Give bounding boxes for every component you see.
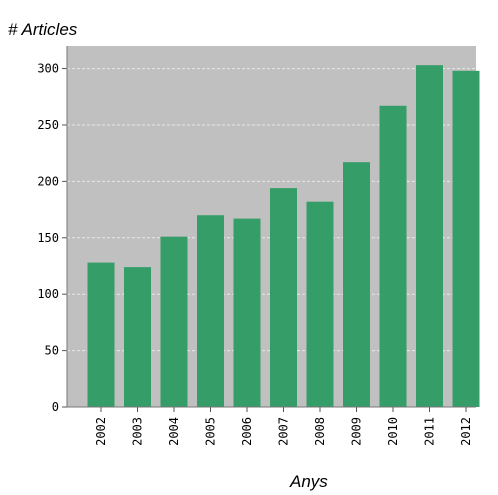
x-tick-label: 2006 [240,417,254,446]
x-tick-label: 2008 [313,417,327,446]
y-tick-label: 0 [52,400,59,414]
bar-2002 [87,262,115,407]
x-axis: 2002 2003 2004 2005 2006 2007 2008 2009 2010 2011… [67,406,476,446]
x-tick-label: 2011 [423,417,437,446]
bar-2012 [452,70,480,407]
x-tick-label: 2010 [386,417,400,446]
gridlines [67,68,476,352]
x-tick-label: 2004 [167,417,181,446]
bar-2010 [379,105,407,408]
x-tick-label: 2003 [131,417,145,446]
y-tick-label: 100 [37,287,59,301]
x-axis-title: Anys [289,472,328,491]
bar-2004 [160,236,188,407]
bar-2008 [306,201,334,407]
x-tick-label: 2007 [277,417,291,446]
y-tick-label: 150 [37,231,59,245]
bars [87,65,480,408]
bar-2005 [197,215,224,407]
bar-2006 [233,218,261,407]
x-tick-label: 2005 [204,417,218,446]
y-tick-label: 250 [37,118,59,132]
y-tick-label: 200 [37,174,59,188]
x-tick-label: 2012 [459,417,473,446]
y-axis-title: # Articles [8,20,78,39]
bar-2011 [416,65,443,407]
x-tick-label: 2002 [94,417,108,446]
bar-2009 [343,162,370,407]
bar-2003 [124,267,151,407]
y-tick-label: 50 [45,344,59,358]
y-axis: 0 50 100 150 200 250 300 [37,46,68,414]
x-tick-label: 2009 [350,417,364,446]
bar-2007 [270,188,297,407]
y-tick-label: 300 [37,62,59,76]
